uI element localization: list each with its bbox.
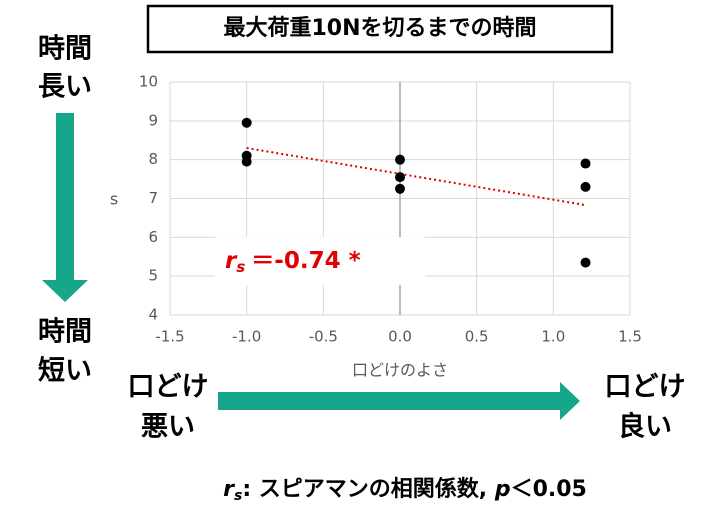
condition: ＜0.05 [511, 477, 587, 502]
point [580, 257, 591, 268]
y-tick-label: 6 [148, 228, 158, 246]
left-top-1: 時間 [38, 34, 92, 65]
left-bottom-1: 時間 [38, 317, 92, 348]
bottom-left-2: 悪い [141, 412, 195, 443]
left-top-2: 長い [38, 72, 92, 103]
y-tick-label: 8 [148, 150, 158, 168]
bottom-left-1: 口どけ [128, 372, 209, 403]
x-tick-label: -0.5 [309, 328, 338, 346]
subscript: s [236, 258, 245, 276]
symbol: r [225, 248, 238, 274]
y-axis-label: s [110, 190, 118, 209]
y-tick-label: 7 [148, 189, 158, 207]
correlation-label: rs ＝-0.74 * [225, 248, 361, 276]
left-bottom-2: 短い [38, 356, 92, 387]
x-tick-label: 0.0 [388, 328, 412, 346]
down-arrow [42, 113, 88, 302]
bottom-right-2: 良い [618, 411, 672, 443]
x-tick-label: 0.5 [465, 328, 489, 346]
x-tick-label: 1.5 [618, 328, 642, 346]
right-arrow [218, 382, 580, 420]
y-tick-label: 4 [148, 306, 158, 324]
point [395, 154, 405, 165]
plot: 4 5 6 7 8 9 10 -1.5 -1.0 -0.5 0.0 0.5 1.0 1.5 [139, 73, 642, 346]
point [580, 181, 591, 192]
point [241, 117, 252, 128]
x-tick-label: -1.5 [155, 328, 184, 346]
point [580, 158, 591, 169]
bottom-right-1: 口どけ [605, 372, 686, 403]
y-tick-label: 9 [148, 111, 158, 129]
title-box [146, 4, 614, 54]
value: ＝-0.74 * [251, 248, 360, 274]
text: : スピアマンの相関係数, [242, 476, 494, 502]
x-tick-label: -1.0 [232, 328, 261, 346]
y-tick-label: 10 [139, 73, 158, 91]
point [395, 172, 405, 183]
symbol: r [223, 477, 235, 502]
point [241, 156, 252, 167]
annotation-box [215, 237, 425, 285]
chart-title: 最大荷重10Nを切るまでの時間 [223, 16, 536, 41]
footnote: rs: スピアマンの相関係数, p＜0.05 [223, 476, 587, 504]
subscript: s [234, 488, 242, 504]
x-axis-label: 口どけのよさ [352, 361, 448, 380]
y-tick-label: 5 [148, 267, 158, 285]
point [395, 183, 405, 194]
trendline [246, 147, 586, 207]
p: p [494, 477, 511, 502]
x-tick-label: 1.0 [541, 328, 565, 346]
